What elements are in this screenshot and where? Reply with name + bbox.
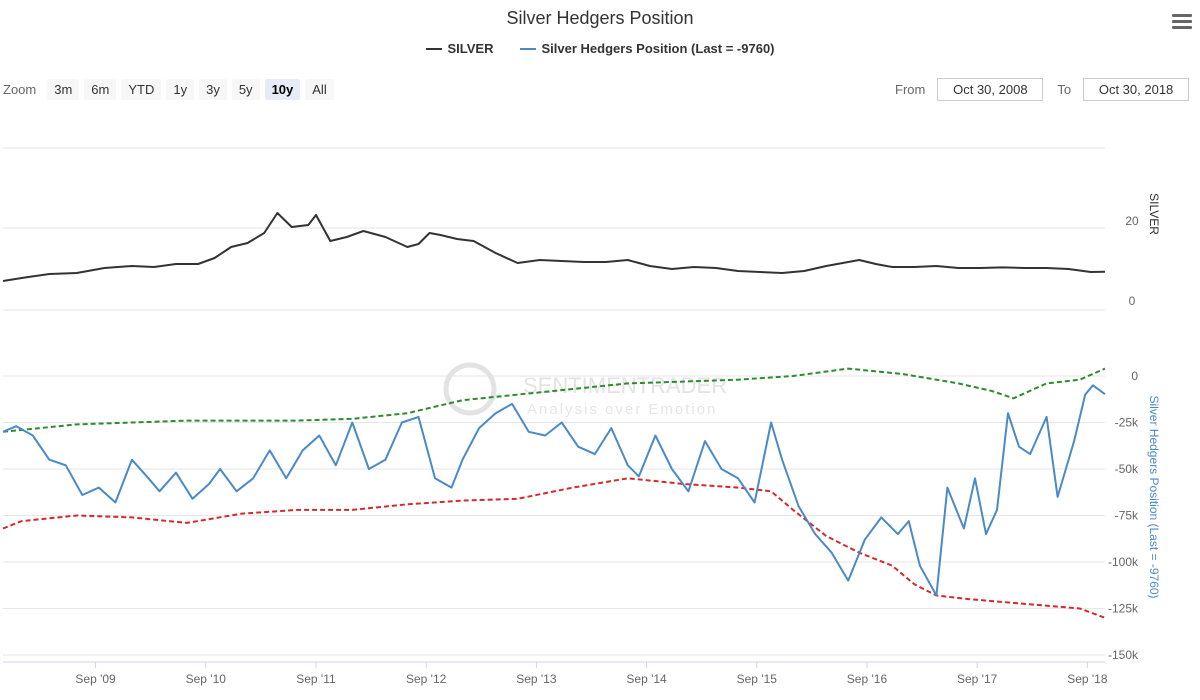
legend-swatch xyxy=(519,47,536,50)
zoom-button-3m[interactable]: 3m xyxy=(47,79,80,100)
x-tick-label: Sep '12 xyxy=(406,672,447,686)
x-tick-label: Sep '09 xyxy=(75,672,116,686)
watermark-tagline: Analysis over Emotion xyxy=(527,401,717,418)
x-tick-label: Sep '11 xyxy=(296,672,336,686)
x-tick-label: Sep '17 xyxy=(957,672,998,686)
y-tick-label: -100k xyxy=(1108,555,1139,569)
legend-label: Silver Hedgers Position (Last = -9760) xyxy=(541,41,775,56)
zoom-button-10y[interactable]: 10y xyxy=(264,79,301,100)
to-label: To xyxy=(1057,82,1072,97)
watermark-text: SENTIMENTRADER xyxy=(523,373,727,398)
menu-bar xyxy=(1172,14,1192,17)
legend-item-hedgers[interactable]: Silver Hedgers Position (Last = -9760) xyxy=(519,41,775,56)
series-line-lower-band[interactable] xyxy=(2,477,1106,619)
x-tick-label: Sep '16 xyxy=(847,672,888,686)
watermark-logo-icon xyxy=(443,362,497,416)
hamburger-menu-icon[interactable] xyxy=(1172,14,1192,32)
zoom-controls: Zoom 3m 6m YTD 1y 3y 5y 10y All xyxy=(3,79,334,100)
legend-item-silver[interactable]: SILVER xyxy=(425,41,494,56)
menu-bar xyxy=(1172,20,1192,23)
chart-title: Silver Hedgers Position xyxy=(506,8,694,28)
x-tick-label: Sep '14 xyxy=(626,672,667,686)
series-line-hedgers[interactable] xyxy=(2,384,1106,597)
y-tick-label: 0 xyxy=(1129,294,1136,308)
zoom-button-6m[interactable]: 6m xyxy=(84,79,117,100)
y-axis-label-hedgers: Silver Hedgers Position (Last = -9760) xyxy=(1147,395,1161,598)
y-tick-label: -50k xyxy=(1115,462,1139,476)
x-tick-label: Sep '13 xyxy=(516,672,557,686)
x-tick-label: Sep '15 xyxy=(737,672,778,686)
zoom-button-1y[interactable]: 1y xyxy=(166,79,195,100)
zoom-button-5y[interactable]: 5y xyxy=(231,79,260,100)
zoom-button-all[interactable]: All xyxy=(305,79,334,100)
to-date-input[interactable]: Oct 30, 2018 xyxy=(1083,78,1190,101)
y-tick-label: -125k xyxy=(1108,602,1139,616)
from-date-input[interactable]: Oct 30, 2008 xyxy=(937,78,1044,101)
legend: SILVER Silver Hedgers Position (Last = -… xyxy=(0,41,1200,56)
y-tick-label: -25k xyxy=(1115,416,1139,430)
legend-label: SILVER xyxy=(447,41,494,56)
y-tick-label: -75k xyxy=(1115,509,1139,523)
zoom-button-ytd[interactable]: YTD xyxy=(121,79,162,100)
y-axis-label-silver: SILVER xyxy=(1147,193,1161,235)
x-tick-label: Sep '10 xyxy=(186,672,227,686)
menu-bar xyxy=(1172,26,1192,29)
series-line-upper-band[interactable] xyxy=(2,367,1106,433)
zoom-button-3y[interactable]: 3y xyxy=(199,79,227,100)
y-tick-label: 0 xyxy=(1131,369,1138,383)
series-line-silver[interactable] xyxy=(2,212,1106,282)
date-range: From Oct 30, 2008 To Oct 30, 2018 xyxy=(895,78,1200,101)
x-tick-label: Sep '18 xyxy=(1067,672,1108,686)
zoom-label: Zoom xyxy=(3,82,37,97)
y-tick-label: -150k xyxy=(1108,648,1139,662)
y-tick-label: 20 xyxy=(1125,214,1139,228)
legend-swatch xyxy=(425,47,442,50)
from-label: From xyxy=(895,82,926,97)
